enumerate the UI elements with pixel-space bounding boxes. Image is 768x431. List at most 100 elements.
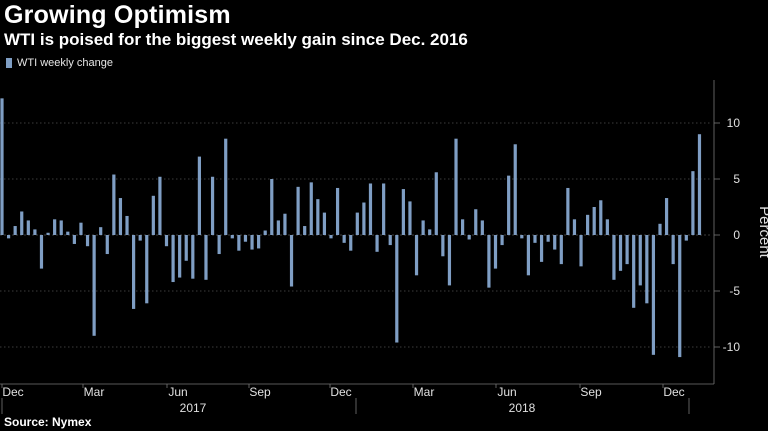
bar — [217, 235, 221, 255]
bar — [118, 198, 123, 235]
bar — [461, 219, 465, 235]
bar — [447, 235, 452, 286]
x-tick-label: Dec — [330, 385, 351, 399]
bar — [197, 156, 201, 235]
x-tick-label: Dec — [663, 385, 684, 399]
bar — [46, 232, 50, 235]
bar — [513, 144, 517, 235]
bar — [132, 235, 136, 309]
bar — [454, 138, 458, 235]
bar — [632, 235, 636, 308]
bar — [257, 235, 261, 249]
bar — [671, 235, 675, 265]
bar — [539, 235, 544, 262]
bar — [13, 226, 17, 235]
bar — [243, 235, 248, 242]
bar — [53, 219, 57, 235]
bar — [362, 202, 366, 235]
bar — [66, 231, 70, 235]
bar — [638, 235, 642, 286]
bar — [467, 235, 471, 240]
bar — [441, 235, 445, 257]
bar — [237, 235, 241, 251]
bar — [493, 235, 498, 269]
bar — [276, 220, 280, 235]
y-axis-title: Percent — [756, 206, 768, 259]
bar — [322, 212, 327, 235]
bar — [474, 209, 478, 235]
bar — [204, 235, 208, 280]
bar — [421, 220, 425, 235]
bar — [296, 186, 300, 235]
bar — [408, 201, 412, 235]
bar — [158, 176, 162, 235]
legend-label: WTI weekly change — [17, 57, 113, 69]
x-tick-label: Sep — [249, 385, 271, 399]
x-tick-label: Mar — [414, 385, 435, 399]
bar — [401, 189, 405, 235]
y-tick-label: -10 — [723, 340, 741, 354]
bar — [329, 235, 333, 239]
bar — [184, 235, 188, 261]
bar — [414, 235, 419, 276]
y-tick-label: 5 — [733, 172, 740, 186]
bar — [145, 235, 149, 304]
bar — [664, 198, 669, 235]
bar — [309, 182, 313, 235]
bar — [618, 235, 623, 271]
bar — [487, 235, 491, 288]
legend-swatch — [6, 58, 12, 68]
bar — [520, 235, 524, 239]
bar — [85, 235, 90, 247]
bar — [72, 235, 76, 244]
bar — [342, 235, 346, 243]
year-label: 2018 — [509, 401, 536, 415]
bar — [263, 230, 267, 235]
bar — [566, 187, 570, 235]
chart-subtitle: WTI is poised for the biggest weekly gai… — [4, 30, 468, 49]
x-tick-label: Mar — [84, 385, 105, 399]
bar — [395, 235, 399, 343]
bar — [289, 235, 294, 287]
x-tick-label: Jun — [168, 385, 187, 399]
bar — [20, 211, 24, 235]
bar — [678, 235, 682, 358]
x-tick-label: Jun — [497, 385, 516, 399]
bar — [92, 235, 96, 336]
bar — [210, 176, 215, 235]
bar — [697, 134, 702, 235]
bar — [546, 235, 550, 242]
bar — [651, 235, 656, 355]
bar — [507, 175, 511, 235]
x-tick-label: Sep — [580, 385, 602, 399]
bar — [480, 220, 484, 235]
bar — [39, 235, 44, 269]
bar — [355, 212, 359, 235]
bar — [645, 235, 649, 304]
bar — [579, 235, 583, 267]
legend: WTI weekly change — [6, 57, 113, 69]
bar — [33, 229, 37, 235]
chart-title: Growing Optimism — [4, 1, 231, 29]
bar — [171, 235, 175, 283]
bar — [586, 214, 590, 235]
bar — [434, 172, 438, 235]
bar — [533, 235, 537, 243]
bar — [112, 174, 116, 235]
x-tick-label: Dec — [2, 385, 23, 399]
bar — [605, 219, 609, 235]
bar — [125, 215, 129, 235]
bar — [105, 235, 109, 255]
bar — [375, 235, 379, 252]
y-tick-label: 10 — [727, 116, 741, 130]
bar — [0, 98, 4, 235]
bar — [526, 235, 530, 276]
bar — [79, 222, 83, 235]
y-tick-label: 0 — [733, 228, 740, 242]
bar — [572, 219, 577, 235]
bar — [230, 235, 234, 239]
bar — [270, 179, 274, 235]
bar — [599, 200, 603, 235]
bar — [428, 229, 432, 235]
